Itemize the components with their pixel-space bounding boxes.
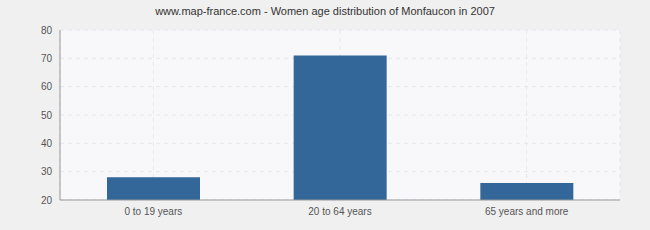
svg-text:30: 30 (41, 166, 53, 177)
svg-text:20 to 64 years: 20 to 64 years (308, 206, 371, 217)
html-text:www.map-france.com - Women age: www.map-france.com - Women age distribut… (155, 5, 495, 17)
svg-text:50: 50 (41, 110, 53, 121)
svg-text:40: 40 (41, 138, 53, 149)
svg-text:70: 70 (41, 53, 53, 64)
svg-text:65 years and more: 65 years and more (485, 206, 569, 217)
svg-text:80: 80 (41, 25, 53, 36)
svg-text:0 to 19 years: 0 to 19 years (124, 206, 182, 217)
svg-text:20: 20 (41, 195, 53, 206)
svg-text:60: 60 (41, 81, 53, 92)
